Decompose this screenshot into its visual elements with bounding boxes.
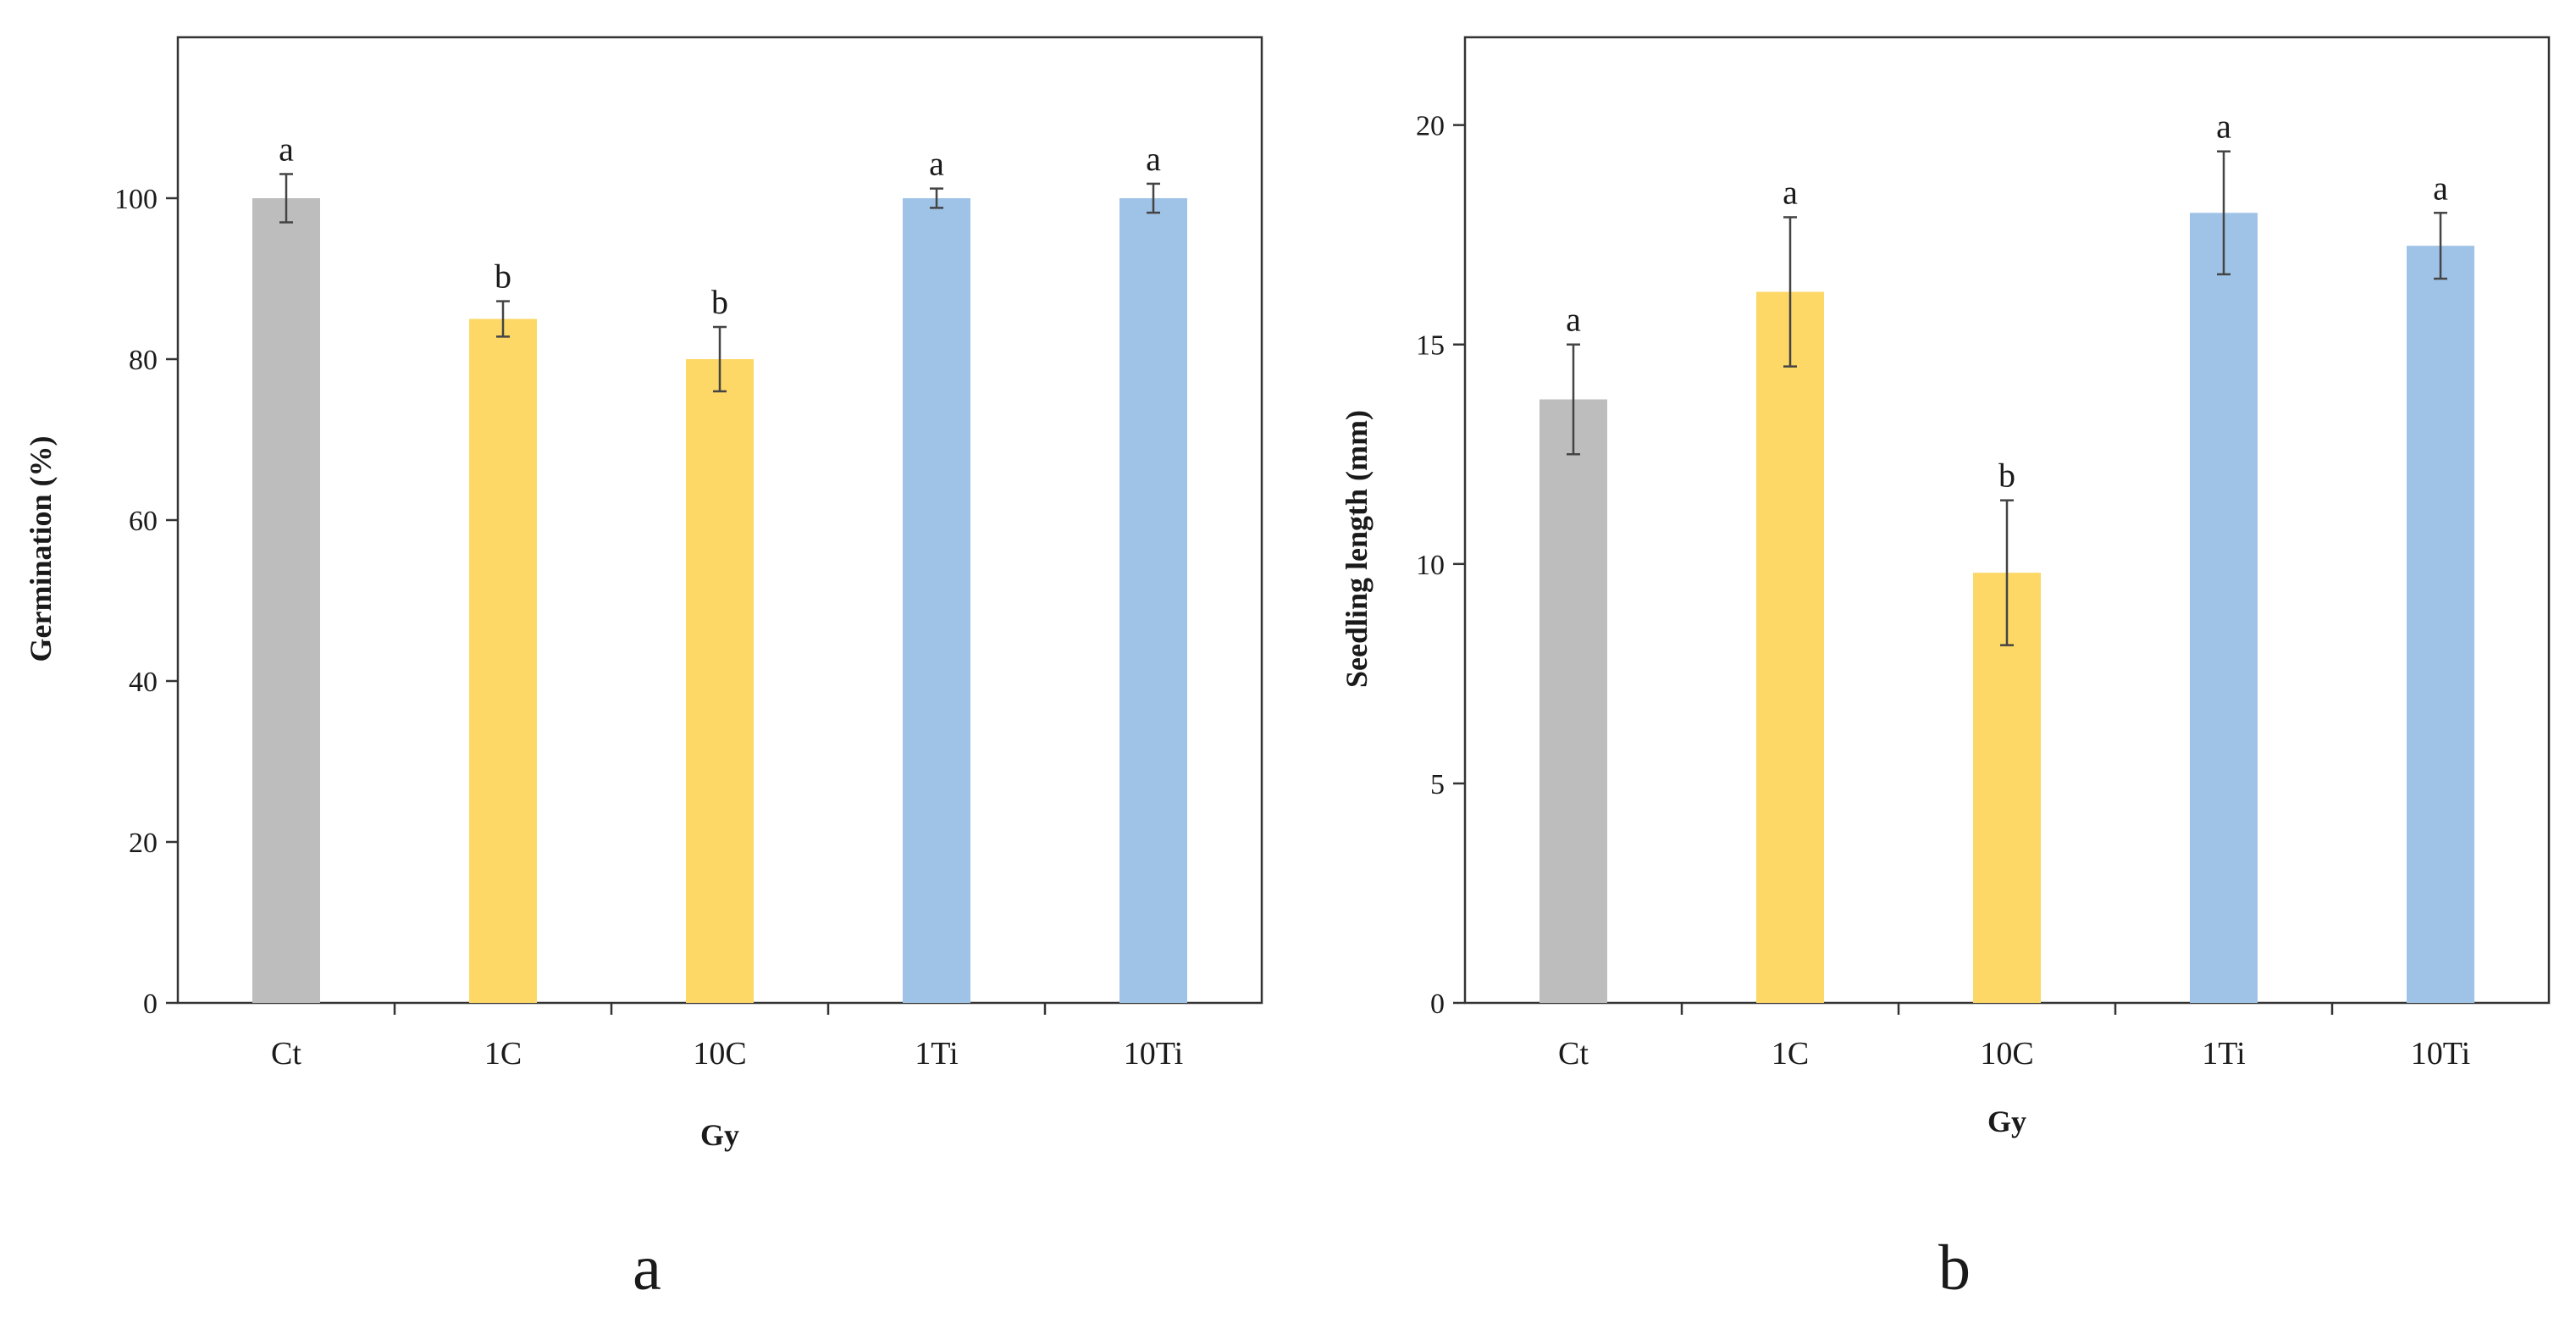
x-tick-label-Ct: Ct — [271, 1036, 301, 1072]
x-tick-label-1C: 1C — [1772, 1036, 1809, 1072]
x-tick-label-10Ti: 10Ti — [2411, 1036, 2470, 1072]
y-tick-label: 60 — [129, 506, 158, 537]
significance-label-1Ti: a — [2216, 108, 2231, 146]
significance-label-Ct: a — [1566, 301, 1581, 339]
y-tick-label: 20 — [129, 828, 158, 859]
y-tick-label: 80 — [129, 345, 158, 376]
significance-label-Ct: a — [279, 130, 294, 169]
bar-1C — [1756, 291, 1824, 1004]
bar-10C — [686, 359, 754, 1003]
y-tick-label: 0 — [143, 988, 158, 1020]
bar-1Ti — [903, 198, 970, 1003]
y-tick-label: 40 — [129, 667, 158, 698]
bar-Ct — [252, 198, 320, 1003]
x-tick-label-Ct: Ct — [1558, 1036, 1589, 1072]
x-axis-title: Gy — [1987, 1105, 2026, 1138]
x-tick-label-1Ti: 1Ti — [2202, 1036, 2245, 1072]
significance-label-10Ti: a — [2433, 169, 2448, 207]
x-tick-label-1Ti: 1Ti — [915, 1036, 958, 1072]
chart-panel-a: 0 20 40 60 80 100 a Ct b 1C b 10C a 1Ti a 10Ti Gy Germina… — [24, 36, 1263, 1304]
y-axis-title: Seedling length (mm) — [1340, 410, 1374, 688]
x-tick-label-10Ti: 10Ti — [1124, 1036, 1183, 1072]
y-tick-label: 10 — [1416, 550, 1445, 581]
panel-label: b — [1938, 1232, 1971, 1304]
significance-label-1C: b — [495, 258, 511, 296]
y-tick-label: 100 — [114, 184, 158, 215]
y-tick-label: 20 — [1416, 111, 1445, 142]
significance-label-10C: b — [711, 283, 728, 321]
significance-label-1C: a — [1783, 173, 1798, 211]
x-axis-title: Gy — [700, 1118, 739, 1152]
y-tick-label: 0 — [1430, 988, 1445, 1020]
y-axis-title: Germination (%) — [24, 436, 58, 662]
x-tick-label-10C: 10C — [1980, 1036, 2033, 1072]
significance-label-10C: b — [1998, 457, 2015, 495]
y-tick-label: 5 — [1430, 769, 1445, 800]
significance-label-1Ti: a — [929, 145, 944, 183]
bar-1Ti — [2190, 213, 2258, 1004]
y-tick-label: 15 — [1416, 330, 1445, 362]
bar-10Ti — [1119, 198, 1187, 1003]
bar-10Ti — [2407, 246, 2474, 1003]
chart-panel-b: 0 5 10 15 20 a Ct a 1C b 10C a 1Ti a 10Ti Gy Seedling le… — [1340, 36, 2551, 1304]
x-tick-label-10C: 10C — [693, 1036, 746, 1072]
x-tick-label-1C: 1C — [484, 1036, 522, 1072]
significance-label-10Ti: a — [1146, 140, 1161, 178]
bar-1C — [469, 318, 537, 1003]
bar-Ct — [1540, 399, 1607, 1003]
panel-label: a — [633, 1232, 661, 1304]
